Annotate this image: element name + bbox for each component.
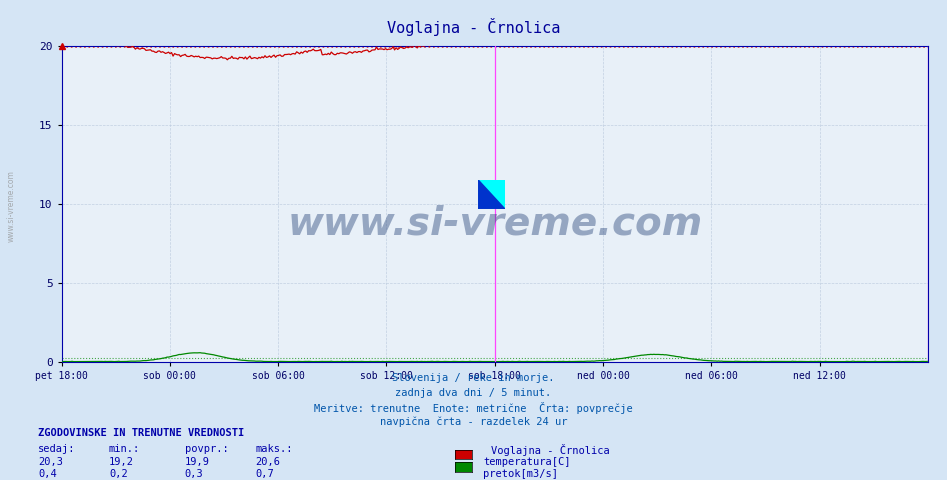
Text: Voglajna - Črnolica: Voglajna - Črnolica (386, 18, 561, 36)
Text: Voglajna - Črnolica: Voglajna - Črnolica (491, 444, 609, 456)
Text: povpr.:: povpr.: (185, 444, 228, 455)
Polygon shape (478, 180, 505, 209)
Text: 20,6: 20,6 (256, 457, 280, 467)
Text: maks.:: maks.: (256, 444, 294, 455)
Text: pretok[m3/s]: pretok[m3/s] (483, 469, 558, 480)
Text: 19,2: 19,2 (109, 457, 134, 467)
Text: zadnja dva dni / 5 minut.: zadnja dva dni / 5 minut. (396, 388, 551, 398)
Text: 20,3: 20,3 (38, 457, 63, 467)
Text: navpična črta - razdelek 24 ur: navpična črta - razdelek 24 ur (380, 417, 567, 427)
Text: Slovenija / reke in morje.: Slovenija / reke in morje. (392, 373, 555, 384)
Text: temperatura[C]: temperatura[C] (483, 457, 570, 467)
Text: 0,7: 0,7 (256, 469, 275, 480)
Text: 0,4: 0,4 (38, 469, 57, 480)
Text: 0,2: 0,2 (109, 469, 128, 480)
Text: min.:: min.: (109, 444, 140, 455)
Text: 19,9: 19,9 (185, 457, 209, 467)
Text: www.si-vreme.com: www.si-vreme.com (287, 204, 703, 242)
Polygon shape (478, 180, 505, 209)
Text: www.si-vreme.com: www.si-vreme.com (7, 170, 16, 242)
Text: 0,3: 0,3 (185, 469, 204, 480)
Text: Meritve: trenutne  Enote: metrične  Črta: povprečje: Meritve: trenutne Enote: metrične Črta: … (314, 402, 633, 414)
Text: ZGODOVINSKE IN TRENUTNE VREDNOSTI: ZGODOVINSKE IN TRENUTNE VREDNOSTI (38, 428, 244, 438)
Text: sedaj:: sedaj: (38, 444, 76, 455)
